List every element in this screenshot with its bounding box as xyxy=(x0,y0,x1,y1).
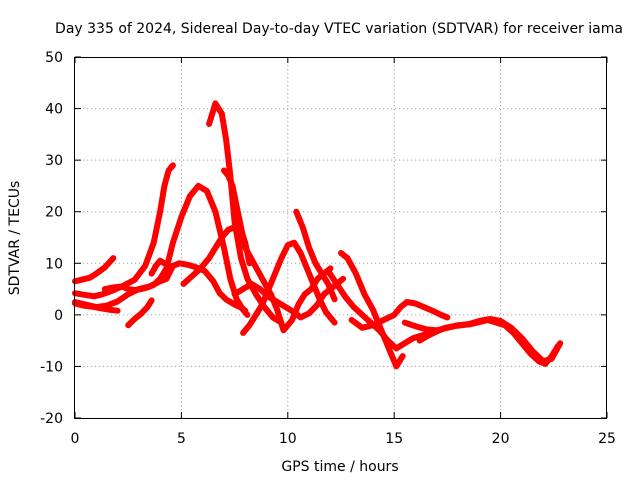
chart-title: Day 335 of 2024, Sidereal Day-to-day VTE… xyxy=(55,21,623,37)
series-trace-r xyxy=(416,317,562,367)
series-trace-e xyxy=(72,300,121,314)
y-tick-label: 20 xyxy=(45,205,63,221)
x-tick-label: 5 xyxy=(177,431,186,447)
plot-frame xyxy=(74,57,607,419)
series-trace-a xyxy=(72,255,117,285)
y-axis-label: SDTVAR / TECUs xyxy=(7,181,23,296)
series-trace-l xyxy=(240,239,338,336)
y-tick-label: 30 xyxy=(45,153,63,169)
tick-labels: 0 5 10 15 20 25 -20 -10 0 10 20 30 40 50 xyxy=(40,50,616,447)
y-tick-label: -10 xyxy=(40,359,63,375)
series-trace-b xyxy=(72,162,176,300)
series-trace-q xyxy=(401,316,564,365)
series-trace-f xyxy=(125,297,155,329)
y-tick-label: 10 xyxy=(45,256,63,272)
y-tick-label: 50 xyxy=(45,50,63,66)
series-trace-p xyxy=(348,299,451,331)
y-tick-label: -20 xyxy=(40,411,63,427)
x-tick-label: 15 xyxy=(385,431,403,447)
series-trace-c xyxy=(72,260,249,314)
x-tick-label: 0 xyxy=(71,431,80,447)
series-trace-n xyxy=(338,250,406,370)
x-tick-label: 20 xyxy=(492,431,510,447)
y-tick-label: 40 xyxy=(45,102,63,118)
y-tick-label: 0 xyxy=(54,308,63,324)
data-traces xyxy=(72,100,564,370)
series-trace-i xyxy=(206,100,285,326)
series-trace-o xyxy=(325,268,440,352)
series-trace-g xyxy=(148,257,172,277)
x-tick-label: 10 xyxy=(279,431,297,447)
x-tick-label: 25 xyxy=(598,431,616,447)
x-axis-label: GPS time / hours xyxy=(281,459,398,475)
series-trace-d xyxy=(101,182,251,318)
series-trace-m xyxy=(293,208,338,303)
